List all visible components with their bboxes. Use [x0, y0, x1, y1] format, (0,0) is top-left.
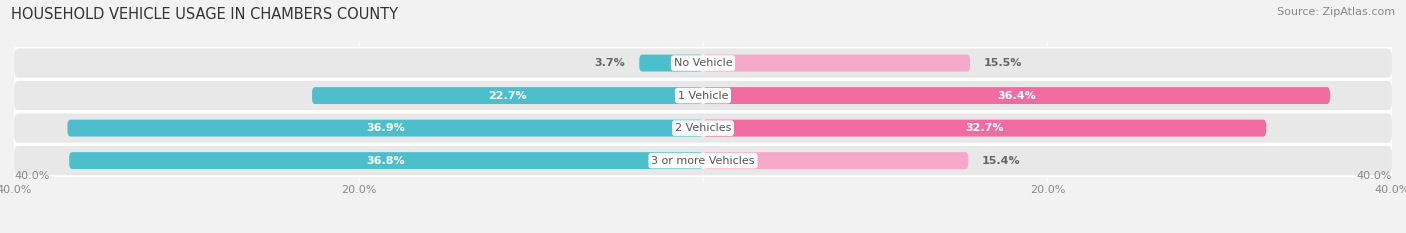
FancyBboxPatch shape: [14, 48, 1392, 78]
FancyBboxPatch shape: [703, 152, 969, 169]
Text: 36.8%: 36.8%: [367, 156, 405, 166]
Bar: [14, 47, 1392, 79]
Text: 1 Vehicle: 1 Vehicle: [678, 91, 728, 101]
Text: 15.4%: 15.4%: [981, 156, 1021, 166]
Text: 2 Vehicles: 2 Vehicles: [675, 123, 731, 133]
FancyBboxPatch shape: [703, 120, 1267, 137]
Text: 15.5%: 15.5%: [984, 58, 1022, 68]
Text: 3 or more Vehicles: 3 or more Vehicles: [651, 156, 755, 166]
Bar: [14, 144, 1392, 177]
Text: HOUSEHOLD VEHICLE USAGE IN CHAMBERS COUNTY: HOUSEHOLD VEHICLE USAGE IN CHAMBERS COUN…: [11, 7, 398, 22]
Text: 40.0%: 40.0%: [14, 171, 49, 181]
Text: 40.0%: 40.0%: [1357, 171, 1392, 181]
Text: 36.9%: 36.9%: [366, 123, 405, 133]
FancyBboxPatch shape: [703, 87, 1330, 104]
FancyBboxPatch shape: [703, 55, 970, 72]
Text: 36.4%: 36.4%: [997, 91, 1036, 101]
FancyBboxPatch shape: [14, 113, 1392, 143]
Text: 3.7%: 3.7%: [595, 58, 626, 68]
FancyBboxPatch shape: [14, 146, 1392, 175]
Bar: [14, 79, 1392, 112]
Text: Source: ZipAtlas.com: Source: ZipAtlas.com: [1277, 7, 1395, 17]
Text: No Vehicle: No Vehicle: [673, 58, 733, 68]
Bar: [14, 112, 1392, 144]
FancyBboxPatch shape: [69, 152, 703, 169]
Text: 22.7%: 22.7%: [488, 91, 527, 101]
Text: 32.7%: 32.7%: [966, 123, 1004, 133]
FancyBboxPatch shape: [312, 87, 703, 104]
FancyBboxPatch shape: [14, 81, 1392, 110]
FancyBboxPatch shape: [67, 120, 703, 137]
FancyBboxPatch shape: [640, 55, 703, 72]
